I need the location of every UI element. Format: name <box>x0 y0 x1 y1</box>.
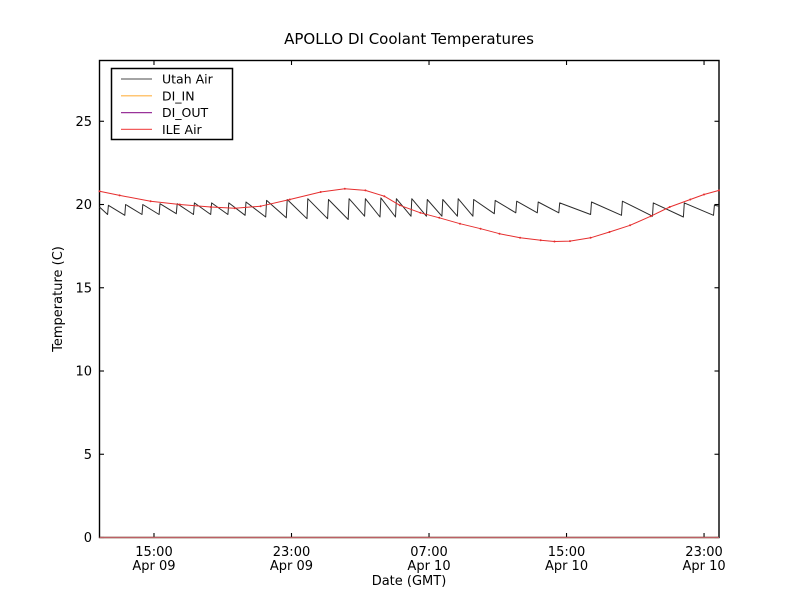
legend-label-di-out: DI_OUT <box>162 105 209 120</box>
series-ile-air-marker <box>149 200 152 203</box>
x-axis-label: Date (GMT) <box>372 574 447 589</box>
series-ile-air-marker <box>459 222 461 225</box>
y-tick-label: 0 <box>84 531 92 546</box>
x-tick-time-label: 07:00 <box>410 545 447 560</box>
y-tick-label: 25 <box>75 115 92 130</box>
series-utah-air-line <box>99 197 720 220</box>
series-ile-air-marker <box>498 232 501 235</box>
x-tick-time-label: 23:00 <box>685 545 722 560</box>
series-ile-air-marker <box>383 195 386 198</box>
series-layer <box>98 187 720 539</box>
x-tick-date-label: Apr 09 <box>132 559 175 574</box>
series-ile-air-marker <box>703 193 705 196</box>
x-tick-date-label: Apr 09 <box>270 559 313 574</box>
series-ile-air-marker <box>118 194 121 197</box>
x-tick-time-label: 15:00 <box>548 545 585 560</box>
series-ile-air-marker <box>629 224 632 227</box>
x-tick-time-label: 23:00 <box>273 545 310 560</box>
series-ile-air-marker <box>319 191 322 193</box>
series-ile-air-marker <box>668 206 671 208</box>
y-axis-label: Temperature (C) <box>51 246 66 353</box>
series-ile-air-marker <box>519 236 522 239</box>
y-tick-label: 20 <box>75 198 92 213</box>
legend-label-utah-air: Utah Air <box>162 72 214 87</box>
series-ile-air-marker <box>398 204 401 207</box>
series-ile-air-marker <box>539 239 542 242</box>
legend-box <box>110 67 234 141</box>
x-tick-date-label: Apr 10 <box>407 559 450 574</box>
series-ile-air-marker <box>288 198 291 201</box>
x-tick-date-label: Apr 10 <box>545 559 588 574</box>
series-ile-air-marker <box>569 240 571 243</box>
series-ile-air-marker <box>718 189 720 192</box>
series-ile-air-marker <box>98 190 101 193</box>
series-ile-air-marker <box>343 187 346 190</box>
series-ile-air-marker <box>438 216 441 219</box>
x-tick-date-label: Apr 10 <box>682 559 725 574</box>
y-tick-label: 15 <box>75 281 92 296</box>
legend-label-di-in: DI_IN <box>162 88 195 103</box>
series-ile-air-marker <box>259 205 262 208</box>
series-ile-air-marker <box>689 198 692 201</box>
series-ile-air-line <box>99 188 720 242</box>
series-ile-air-marker <box>608 231 611 233</box>
legend-label-ile-air: ILE Air <box>162 122 203 137</box>
chart-title: APOLLO DI Coolant Temperatures <box>284 30 534 48</box>
series-ile-air-marker <box>178 203 181 206</box>
series-ile-air-marker <box>364 189 367 192</box>
x-tick-time-label: 15:00 <box>135 545 172 560</box>
series-ile-air-marker <box>233 207 236 210</box>
series-ile-air-marker <box>479 227 482 230</box>
y-tick-label: 10 <box>75 365 92 380</box>
series-ile-air-marker <box>553 240 556 243</box>
series-ile-air-marker <box>209 206 212 208</box>
series-ile-air-marker <box>649 215 652 218</box>
y-tick-label: 5 <box>84 448 92 463</box>
series-ile-air-marker <box>589 236 592 239</box>
series-ile-air-marker <box>419 211 422 214</box>
